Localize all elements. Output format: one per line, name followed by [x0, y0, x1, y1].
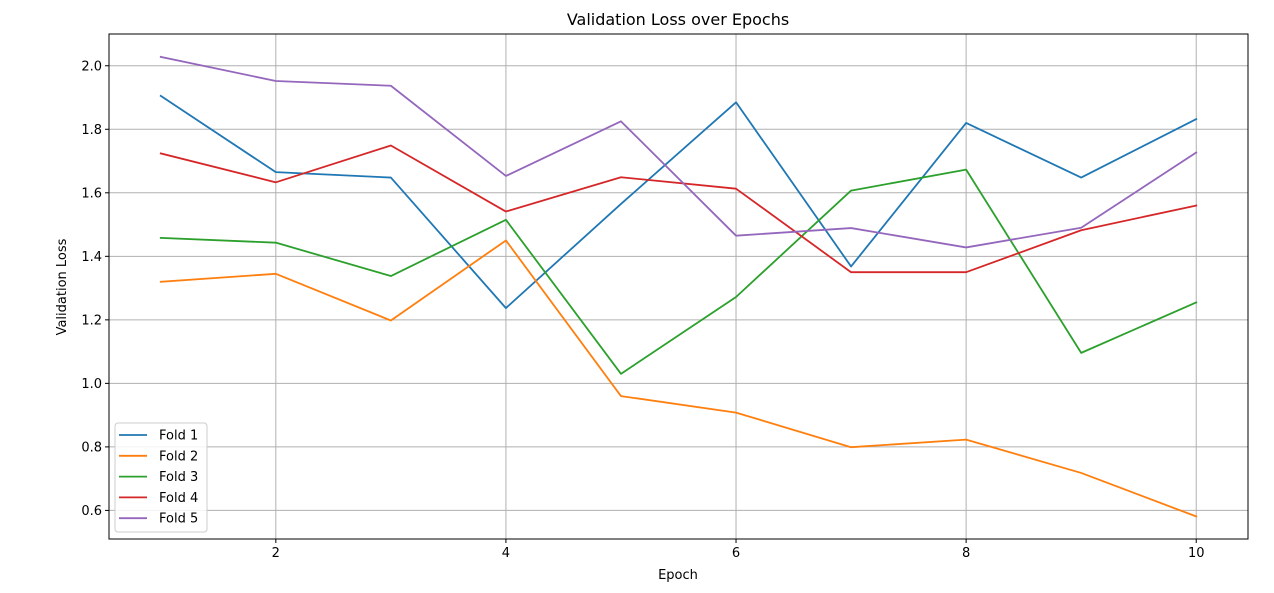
series-lines [159, 55, 1198, 518]
y-tick-label: 1.0 [81, 377, 102, 392]
y-tick-label: 0.6 [81, 504, 102, 519]
series-line-fold-2 [159, 239, 1198, 518]
y-tick-label: 1.8 [81, 123, 102, 138]
x-axis: 2 4 6 8 10 [272, 539, 1205, 561]
legend-label-fold-4: Fold 4 [159, 491, 198, 506]
legend-label-fold-3: Fold 3 [159, 470, 198, 485]
legend-label-fold-1: Fold 1 [159, 429, 198, 444]
plot-frame [108, 33, 1249, 540]
y-tick-label: 0.8 [81, 440, 102, 455]
grid [109, 34, 1248, 539]
y-axis: 0.6 0.8 1.0 1.2 1.4 1.6 1.8 2.0 [81, 59, 109, 519]
y-tick-label: 2.0 [81, 59, 102, 74]
x-tick-label: 4 [502, 546, 510, 561]
y-tick-label: 1.4 [81, 250, 102, 265]
series-line-fold-4 [159, 144, 1198, 274]
x-tick-label: 6 [732, 546, 740, 561]
x-tick-label: 8 [962, 546, 970, 561]
y-tick-label: 1.6 [81, 186, 102, 201]
x-axis-label: Epoch [658, 568, 698, 583]
legend: Fold 1 Fold 2 Fold 3 Fold 4 Fold 5 [114, 422, 208, 533]
series-line-fold-3 [159, 168, 1198, 375]
y-tick-label: 1.2 [81, 313, 102, 328]
y-axis-label: Validation Loss [55, 238, 70, 335]
chart-title: Validation Loss over Epochs [567, 10, 789, 29]
legend-label-fold-5: Fold 5 [159, 512, 198, 527]
x-tick-label: 2 [272, 546, 280, 561]
series-line-fold-5 [159, 55, 1198, 249]
legend-box [114, 422, 208, 533]
x-tick-label: 10 [1188, 546, 1205, 561]
series-line-fold-1 [159, 94, 1198, 310]
legend-label-fold-2: Fold 2 [159, 449, 198, 464]
